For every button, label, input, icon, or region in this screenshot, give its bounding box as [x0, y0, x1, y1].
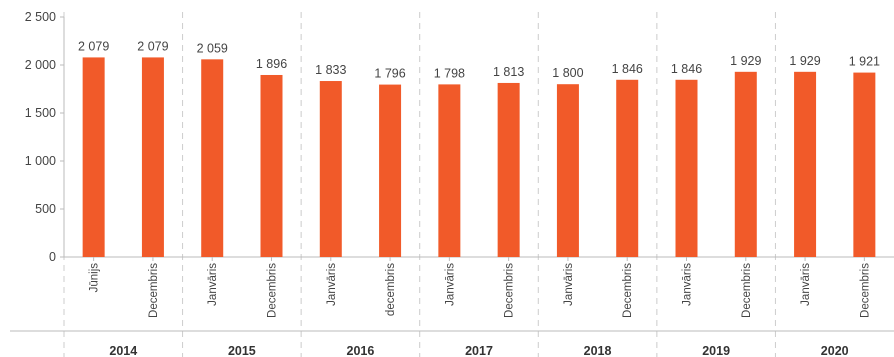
y-tick-label: 1 000: [25, 154, 56, 168]
year-label: 2019: [702, 344, 730, 357]
category-label: Decembris: [148, 263, 160, 318]
y-tick-label: 2 500: [25, 10, 56, 24]
bars: [82, 57, 876, 258]
data-label: 1 929: [730, 54, 761, 68]
year-label: 2020: [821, 344, 849, 357]
category-label: Janvāris: [444, 263, 456, 306]
bar: [379, 84, 402, 257]
data-label: 2 079: [78, 39, 109, 53]
data-label: 1 833: [315, 63, 346, 77]
year-label: 2018: [584, 344, 612, 357]
y-tick-label: 2 000: [25, 58, 56, 72]
category-label: Janvāris: [326, 263, 338, 306]
data-label: 1 896: [256, 57, 287, 71]
data-label: 1 813: [493, 65, 524, 79]
bar: [794, 71, 817, 257]
year-label: 2017: [465, 344, 493, 357]
category-label: Decembris: [741, 263, 753, 318]
data-label: 1 800: [552, 66, 583, 80]
data-labels: 2 079 2 079 2 059 1 896 1 833 1 796 1 798 1 813…: [78, 39, 880, 80]
bar: [616, 79, 639, 257]
year-label: 2015: [228, 344, 256, 357]
y-tick-label: 0: [49, 250, 56, 264]
data-label: 1 921: [849, 55, 880, 69]
y-tick-labels: 0 500 1 000 1 500 2 000 2 500: [25, 10, 64, 264]
year-dividers: [63, 12, 776, 357]
category-label: decembris: [385, 263, 397, 316]
data-label: 2 059: [197, 41, 228, 55]
category-label: Janvāris: [207, 263, 219, 306]
data-label: 2 079: [137, 39, 168, 53]
bar: [201, 59, 224, 257]
bar: [141, 57, 164, 257]
category-label: Decembris: [859, 263, 871, 318]
bar: [734, 71, 757, 257]
data-label: 1 846: [671, 62, 702, 76]
category-label: Decembris: [622, 263, 634, 318]
bar: [675, 79, 698, 257]
category-labels: Jūnijs Decembris Janvāris Decembris Janvāris…: [89, 257, 871, 318]
year-label: 2014: [109, 344, 137, 357]
category-label: Janvāris: [563, 263, 575, 306]
bar: [497, 82, 520, 258]
data-label: 1 798: [434, 66, 465, 80]
year-label: 2016: [347, 344, 375, 357]
bar: [438, 84, 461, 257]
category-label: Decembris: [267, 263, 279, 318]
y-tick-label: 500: [35, 202, 56, 216]
bar: [556, 84, 579, 257]
bar: [82, 57, 105, 257]
category-label: Decembris: [504, 263, 516, 318]
category-label: Janvāris: [800, 263, 812, 306]
category-label: Jūnijs: [89, 263, 101, 293]
data-label: 1 929: [789, 54, 820, 68]
bar: [260, 74, 283, 257]
bar: [319, 81, 342, 257]
bar: [853, 72, 876, 257]
data-label: 1 846: [612, 62, 643, 76]
y-tick-label: 1 500: [25, 106, 56, 120]
year-labels: 2014 2015 2016 2017 2018 2019 2020: [109, 344, 848, 357]
category-label: Janvāris: [682, 263, 694, 306]
data-label: 1 796: [374, 67, 405, 81]
